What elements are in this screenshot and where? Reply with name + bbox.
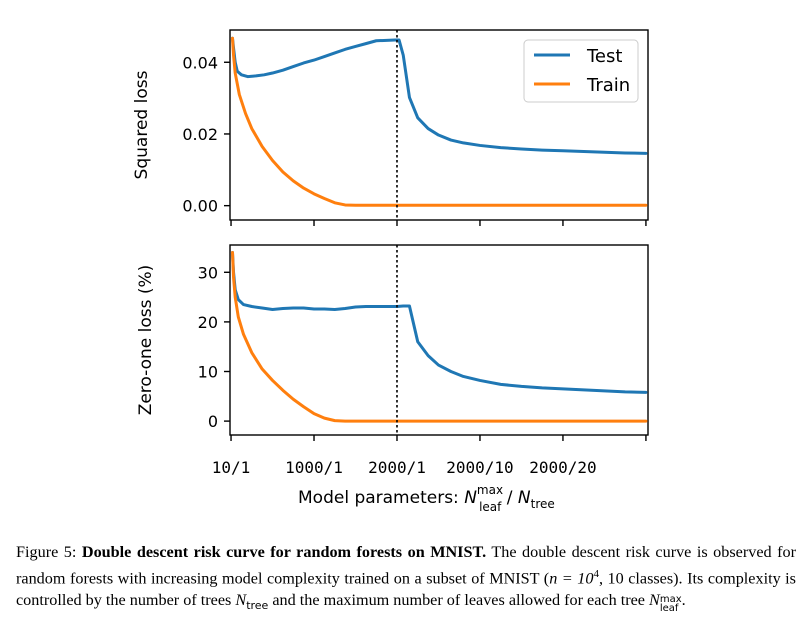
squared-loss-train-line — [230, 36, 648, 207]
caption-ntree-sub: tree — [246, 599, 269, 613]
caption-ntree: N — [235, 591, 247, 610]
caption-text-3: and the maximum number of leaves allowed… — [268, 591, 650, 610]
squared-loss-test-line — [230, 36, 648, 155]
zero-one-loss-train-line — [230, 250, 648, 423]
x-tick-label: 2000/10 — [446, 458, 513, 477]
zero-one-loss-y-tick-label: 20 — [198, 313, 218, 332]
caption-math-exponent: 4 — [593, 568, 599, 580]
squared-loss-y-tick-label: 0.02 — [182, 125, 218, 144]
x-axis-label-ntree-sub: tree — [531, 497, 555, 511]
zero-one-loss-x-ticks — [230, 435, 647, 441]
squared-loss-y-tick-label: 0.00 — [182, 197, 218, 216]
legend: Test Train — [523, 39, 639, 103]
caption-math-n: n = 10 — [549, 569, 594, 588]
x-axis-label: Model parameters: Nmax leaf / Ntree — [298, 483, 555, 514]
caption-text-4: . — [681, 591, 686, 610]
zero-one-loss-y-tick-label: 30 — [198, 263, 218, 282]
zero-one-loss-plot-frame — [229, 244, 649, 436]
zero-one-loss-y-tick-label: 0 — [208, 412, 218, 431]
x-tick-label: 2000/20 — [529, 458, 596, 477]
caption-figure-number: Figure 5: — [16, 543, 77, 561]
caption-nleaf-supsub: max leaf — [659, 594, 682, 615]
legend-train-label: Train — [586, 75, 630, 96]
squared-loss-y-ticks: 0.00 0.02 0.04 — [182, 53, 230, 216]
x-tick-label: 2000/1 — [368, 458, 426, 477]
caption-nleaf-sup: max — [659, 594, 682, 606]
legend-test-label: Test — [586, 46, 622, 67]
zero-one-loss-y-axis-label: Zero-one loss (%) — [136, 265, 156, 416]
x-tick-label: 1000/1 — [285, 458, 343, 477]
figure-caption: Figure 5: Double descent risk curve for … — [16, 541, 797, 615]
x-axis-label-ntree: N — [518, 488, 531, 508]
zero-one-loss-test-line — [230, 250, 648, 394]
squared-loss-y-axis-label: Squared loss — [132, 70, 152, 179]
caption-title: Double descent risk curve for random for… — [81, 543, 487, 561]
caption-nleaf: N — [649, 591, 660, 610]
squared-loss-panel: 0.00 0.02 0.04 Squared loss Test Train — [132, 29, 649, 226]
x-axis-label-nleaf: N — [464, 488, 477, 508]
caption-text-1: The double descent risk curve is observe… — [16, 543, 797, 588]
x-axis-label-sep: / — [501, 488, 518, 508]
zero-one-loss-panel: 0 10 20 30 Zero-one loss (%) — [136, 244, 649, 441]
x-tick-labels: 10/1 1000/1 2000/1 2000/10 2000/20 — [212, 458, 597, 477]
x-axis-label-nleaf-sup: max — [477, 483, 503, 497]
caption-nleaf-sub: leaf — [659, 603, 679, 615]
zero-one-loss-series — [230, 250, 648, 423]
zero-one-loss-y-tick-label: 10 — [198, 363, 218, 382]
zero-one-loss-y-ticks: 0 10 20 30 — [198, 263, 230, 431]
x-axis-label-nleaf-sub: leaf — [479, 500, 502, 514]
squared-loss-series — [230, 36, 648, 207]
x-tick-label: 10/1 — [212, 458, 251, 477]
squared-loss-y-tick-label: 0.04 — [182, 53, 218, 72]
squared-loss-x-ticks — [230, 220, 647, 226]
caption-text-2: , 10 classes). Its complexity is control… — [16, 569, 796, 610]
squared-loss-plot-frame — [229, 29, 649, 221]
x-axis-label-prefix: Model parameters: — [298, 488, 464, 508]
